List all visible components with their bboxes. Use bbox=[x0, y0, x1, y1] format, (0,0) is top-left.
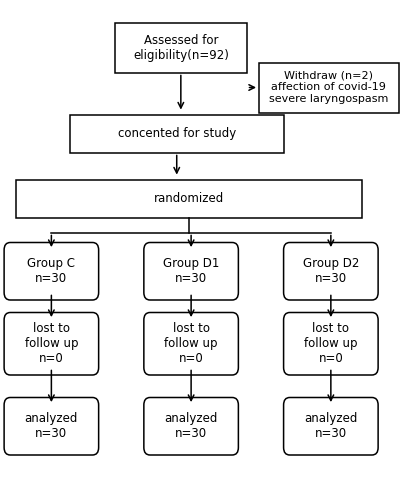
FancyBboxPatch shape bbox=[4, 312, 99, 375]
Text: Withdraw (n=2)
affection of covid-19
severe laryngospasm: Withdraw (n=2) affection of covid-19 sev… bbox=[269, 71, 388, 104]
Text: analyzed
n=30: analyzed n=30 bbox=[25, 412, 78, 440]
Text: Group D1
n=30: Group D1 n=30 bbox=[163, 258, 219, 285]
Text: lost to
follow up
n=0: lost to follow up n=0 bbox=[25, 322, 78, 365]
FancyBboxPatch shape bbox=[259, 62, 399, 112]
FancyBboxPatch shape bbox=[70, 115, 284, 152]
FancyBboxPatch shape bbox=[144, 312, 238, 375]
FancyBboxPatch shape bbox=[284, 242, 378, 300]
FancyBboxPatch shape bbox=[4, 242, 99, 300]
Text: randomized: randomized bbox=[154, 192, 224, 205]
FancyBboxPatch shape bbox=[144, 242, 238, 300]
FancyBboxPatch shape bbox=[115, 22, 247, 72]
Text: lost to
follow up
n=0: lost to follow up n=0 bbox=[164, 322, 218, 365]
Text: Group C
n=30: Group C n=30 bbox=[28, 258, 75, 285]
FancyBboxPatch shape bbox=[16, 180, 362, 218]
FancyBboxPatch shape bbox=[284, 398, 378, 455]
FancyBboxPatch shape bbox=[284, 312, 378, 375]
Text: lost to
follow up
n=0: lost to follow up n=0 bbox=[304, 322, 358, 365]
Text: analyzed
n=30: analyzed n=30 bbox=[304, 412, 358, 440]
Text: Assessed for
eligibility(n=92): Assessed for eligibility(n=92) bbox=[133, 34, 229, 62]
Text: concented for study: concented for study bbox=[118, 128, 236, 140]
FancyBboxPatch shape bbox=[4, 398, 99, 455]
Text: analyzed
n=30: analyzed n=30 bbox=[164, 412, 218, 440]
FancyBboxPatch shape bbox=[144, 398, 238, 455]
Text: Group D2
n=30: Group D2 n=30 bbox=[302, 258, 359, 285]
